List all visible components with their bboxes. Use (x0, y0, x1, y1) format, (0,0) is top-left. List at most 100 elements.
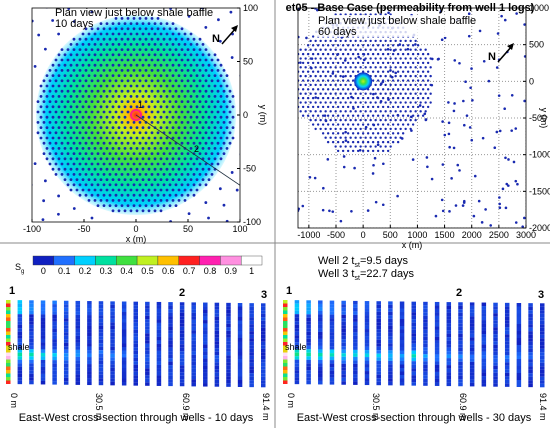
cell (329, 318, 335, 322)
node (350, 209, 353, 213)
cell (145, 326, 150, 330)
node (99, 43, 103, 46)
node (114, 183, 118, 187)
node (374, 118, 377, 122)
cell (87, 301, 92, 305)
node (210, 232, 213, 235)
cell (423, 375, 428, 379)
node (192, 162, 196, 166)
cell (40, 380, 46, 385)
cell (504, 337, 510, 342)
node (399, 48, 402, 51)
cell (110, 378, 115, 382)
cell (341, 328, 346, 333)
cell (399, 301, 405, 305)
cell (318, 356, 323, 360)
node (222, 69, 226, 72)
cell (399, 350, 405, 354)
cell (469, 344, 475, 348)
cell (17, 338, 23, 343)
node (81, 63, 85, 67)
cell (29, 359, 34, 364)
node (96, 37, 100, 41)
node (156, 193, 160, 197)
node (87, 167, 91, 171)
node (299, 66, 302, 69)
cell (341, 346, 346, 350)
cell (52, 342, 57, 347)
cell (481, 351, 487, 356)
cell (52, 328, 57, 333)
cell (353, 307, 358, 312)
node (120, 204, 124, 208)
y-tick-label: 0 (529, 76, 534, 86)
node (429, 101, 432, 104)
node (57, 136, 61, 140)
node (120, 37, 124, 41)
node (299, 83, 302, 87)
node (159, 32, 163, 36)
node (210, 79, 214, 83)
node (129, 63, 133, 67)
note-rest: =22.7 days (360, 268, 415, 280)
node (404, 110, 407, 113)
cell (133, 301, 138, 306)
cell (516, 380, 522, 384)
node (75, 147, 79, 150)
cell (399, 378, 405, 382)
node (113, 252, 116, 255)
node (78, 37, 82, 41)
node (78, 193, 82, 197)
node (153, 105, 157, 109)
node (283, 71, 286, 74)
node (171, 136, 175, 140)
cell (294, 377, 300, 381)
node (186, 152, 190, 156)
cell (98, 329, 104, 333)
cell (145, 375, 150, 379)
node (60, 58, 64, 62)
node (141, 147, 145, 150)
cell (388, 371, 393, 375)
node (379, 57, 382, 60)
node (411, 70, 415, 73)
node (336, 132, 340, 135)
node (361, 140, 365, 144)
cell (6, 366, 11, 370)
node (42, 79, 46, 83)
cell (329, 349, 335, 354)
cell (364, 371, 370, 375)
node (177, 147, 181, 150)
cell (504, 383, 510, 387)
cell (283, 356, 288, 360)
node (371, 105, 375, 109)
node (374, 39, 377, 43)
node (225, 136, 229, 140)
node (39, 126, 43, 129)
node (419, 66, 422, 69)
cell (423, 305, 428, 309)
node (424, 74, 427, 78)
cell (203, 330, 208, 335)
node (177, 105, 181, 109)
node (135, 136, 139, 140)
node (195, 157, 199, 161)
node (90, 173, 94, 176)
node (523, 216, 526, 220)
node (401, 105, 405, 109)
cell (237, 306, 243, 310)
node (192, 110, 196, 114)
node (78, 162, 82, 166)
cell (29, 345, 34, 350)
node (117, 53, 121, 57)
node (401, 44, 405, 47)
node (54, 162, 58, 166)
node (267, 35, 270, 38)
cell (493, 341, 498, 345)
cell (469, 319, 475, 324)
cell (40, 370, 46, 374)
node (141, 199, 145, 202)
node (299, 61, 302, 64)
node (171, 178, 175, 182)
cell (249, 362, 254, 367)
